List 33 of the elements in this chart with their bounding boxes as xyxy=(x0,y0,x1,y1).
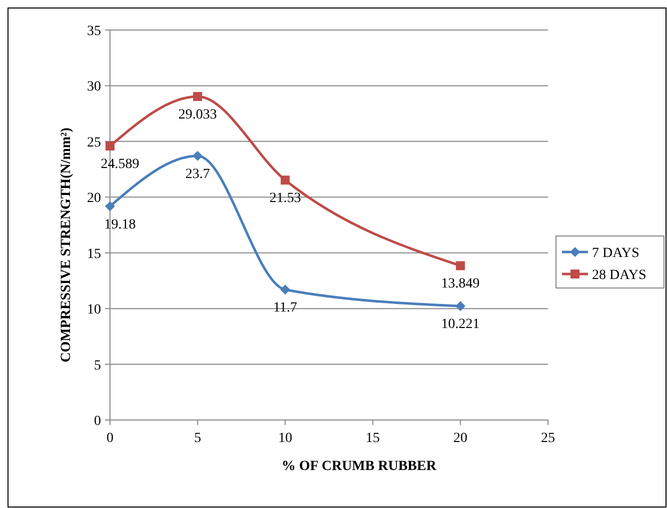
point xyxy=(456,261,465,270)
data-label: 29.033 xyxy=(178,107,217,122)
x-tick-label: 20 xyxy=(453,431,468,446)
legend-label: 28 DAYS xyxy=(592,268,646,283)
x-tick-label: 10 xyxy=(278,431,292,446)
data-label: 11.7 xyxy=(273,300,298,316)
point xyxy=(193,92,202,101)
point xyxy=(280,284,290,295)
data-label: 21.53 xyxy=(269,191,301,206)
y-tick-label: 30 xyxy=(87,80,101,95)
point xyxy=(280,176,290,185)
data-label: 13.849 xyxy=(441,276,480,292)
x-tick-label: 5 xyxy=(194,431,202,446)
point xyxy=(192,150,203,161)
data-label: 10.221 xyxy=(441,317,480,332)
y-tick-label: 10 xyxy=(87,302,101,318)
y-tick-label: 25 xyxy=(87,135,101,150)
data-label: 24.589 xyxy=(100,157,140,172)
data-label: 23.7 xyxy=(185,166,210,182)
y-tick-label: 5 xyxy=(94,358,101,374)
y-tick-label: 35 xyxy=(87,24,101,39)
y-tick-label: 0 xyxy=(94,414,101,429)
x-tick-label: 0 xyxy=(106,431,114,446)
y-tick-label: 15 xyxy=(87,246,101,262)
x-axis-title: % OF CRUMB RUBBER xyxy=(282,459,438,474)
y-axis-title: COMPRESSIVE STRENGTH(N/mm²) xyxy=(59,127,74,362)
y-tick-label: 20 xyxy=(87,191,101,206)
data-label: 19.18 xyxy=(104,217,136,232)
x-tick-label: 25 xyxy=(541,431,555,446)
point xyxy=(105,201,115,212)
legend-label: 7 DAYS xyxy=(592,246,640,261)
point xyxy=(455,301,466,312)
x-tick-label: 15 xyxy=(366,431,380,446)
